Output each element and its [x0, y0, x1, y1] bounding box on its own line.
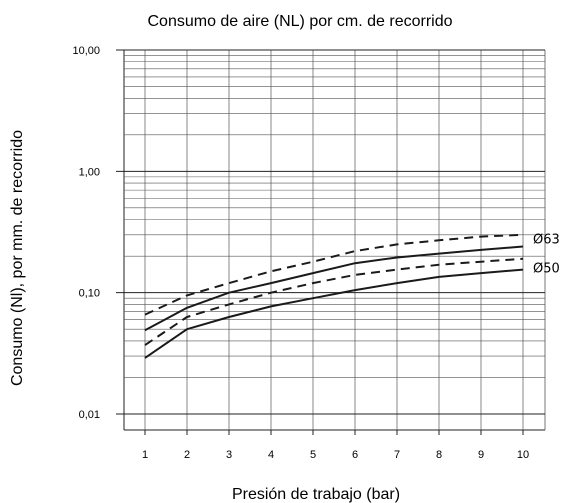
y-tick-label: 1,00: [79, 166, 100, 178]
y-tick-label: 0,10: [79, 288, 100, 300]
series-line-dashed: [144, 233, 524, 316]
x-tick-label: 6: [352, 449, 358, 461]
x-tick-label: 1: [142, 449, 148, 461]
y-tick-label: 10,00: [72, 45, 100, 57]
x-tick-label: 3: [226, 449, 232, 461]
x-tick-label: 5: [310, 449, 316, 461]
x-tick-label: 4: [268, 449, 274, 461]
series-label: Ø63: [533, 232, 560, 247]
series-line-solid: [144, 268, 524, 359]
series-lines: [144, 233, 524, 359]
x-tick-label: 8: [436, 449, 442, 461]
y-tick-labels: 0,01 0,10 1,00 10,00: [72, 45, 100, 421]
x-tick-label: 2: [184, 449, 190, 461]
x-tick-label: 7: [394, 449, 400, 461]
series-label: Ø50: [533, 262, 560, 277]
series-line-solid: [144, 245, 524, 332]
series-line-dashed: [144, 257, 524, 346]
x-axis-label: Presión de trabajo (bar): [232, 486, 400, 503]
chart-title: Consumo de aire (NL) por cm. de recorrid…: [147, 13, 452, 30]
y-axis-label: Consumo (Nl), por mm. de recorrido: [9, 130, 26, 386]
x-tick-labels: 1 2 3 4 5 6 7 8 9 10: [142, 449, 529, 461]
grid: [116, 49, 546, 435]
series-labels: Ø63 Ø50: [533, 232, 560, 276]
x-tick-label: 9: [478, 449, 484, 461]
x-tick-label: 10: [517, 449, 529, 461]
y-tick-label: 0,01: [79, 409, 100, 421]
